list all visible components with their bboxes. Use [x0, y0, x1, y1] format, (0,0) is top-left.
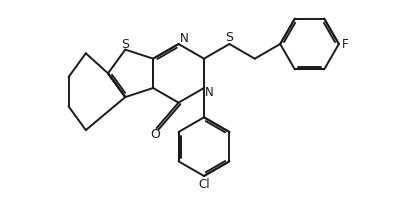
Text: S: S: [121, 38, 129, 51]
Text: N: N: [180, 32, 188, 45]
Text: S: S: [225, 31, 234, 44]
Text: N: N: [205, 86, 213, 99]
Text: O: O: [150, 128, 160, 141]
Text: F: F: [342, 37, 348, 51]
Text: Cl: Cl: [198, 178, 210, 191]
